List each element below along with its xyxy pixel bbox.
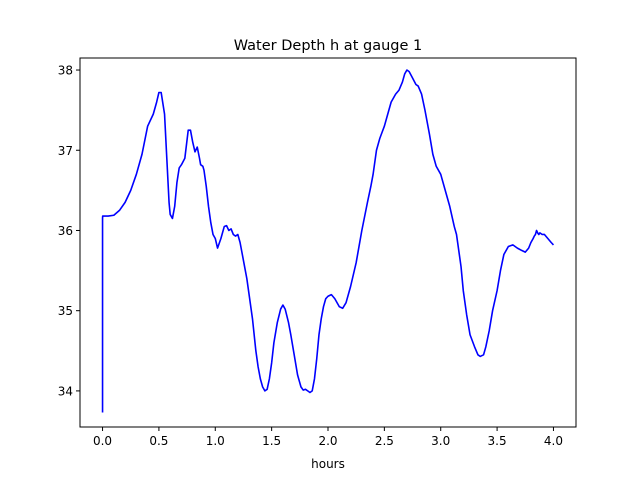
y-axis: 34 35 36 37 38 (58, 64, 80, 398)
chart-title: Water Depth h at gauge 1 (234, 38, 422, 54)
x-axis: 0.0 0.5 1.0 1.5 2.0 2.5 3.0 3.5 4.0 (93, 427, 563, 448)
y-tick-label: 37 (58, 144, 73, 158)
y-tick-label: 36 (58, 224, 73, 238)
x-tick-label: 1.0 (206, 434, 225, 448)
y-tick-label: 38 (58, 64, 73, 78)
series-line-0 (101, 69, 555, 413)
x-tick-label: 3.0 (431, 434, 450, 448)
x-tick-label: 2.0 (318, 434, 337, 448)
x-tick-label: 0.0 (93, 434, 112, 448)
x-tick-label: 1.5 (262, 434, 281, 448)
y-tick-label: 35 (58, 304, 73, 318)
x-tick-label: 2.5 (375, 434, 394, 448)
x-axis-label: hours (311, 457, 345, 471)
y-tick-label: 34 (58, 384, 73, 398)
series-layer (101, 69, 555, 413)
x-tick-label: 3.5 (488, 434, 507, 448)
x-tick-label: 4.0 (544, 434, 563, 448)
x-tick-label: 0.5 (149, 434, 168, 448)
